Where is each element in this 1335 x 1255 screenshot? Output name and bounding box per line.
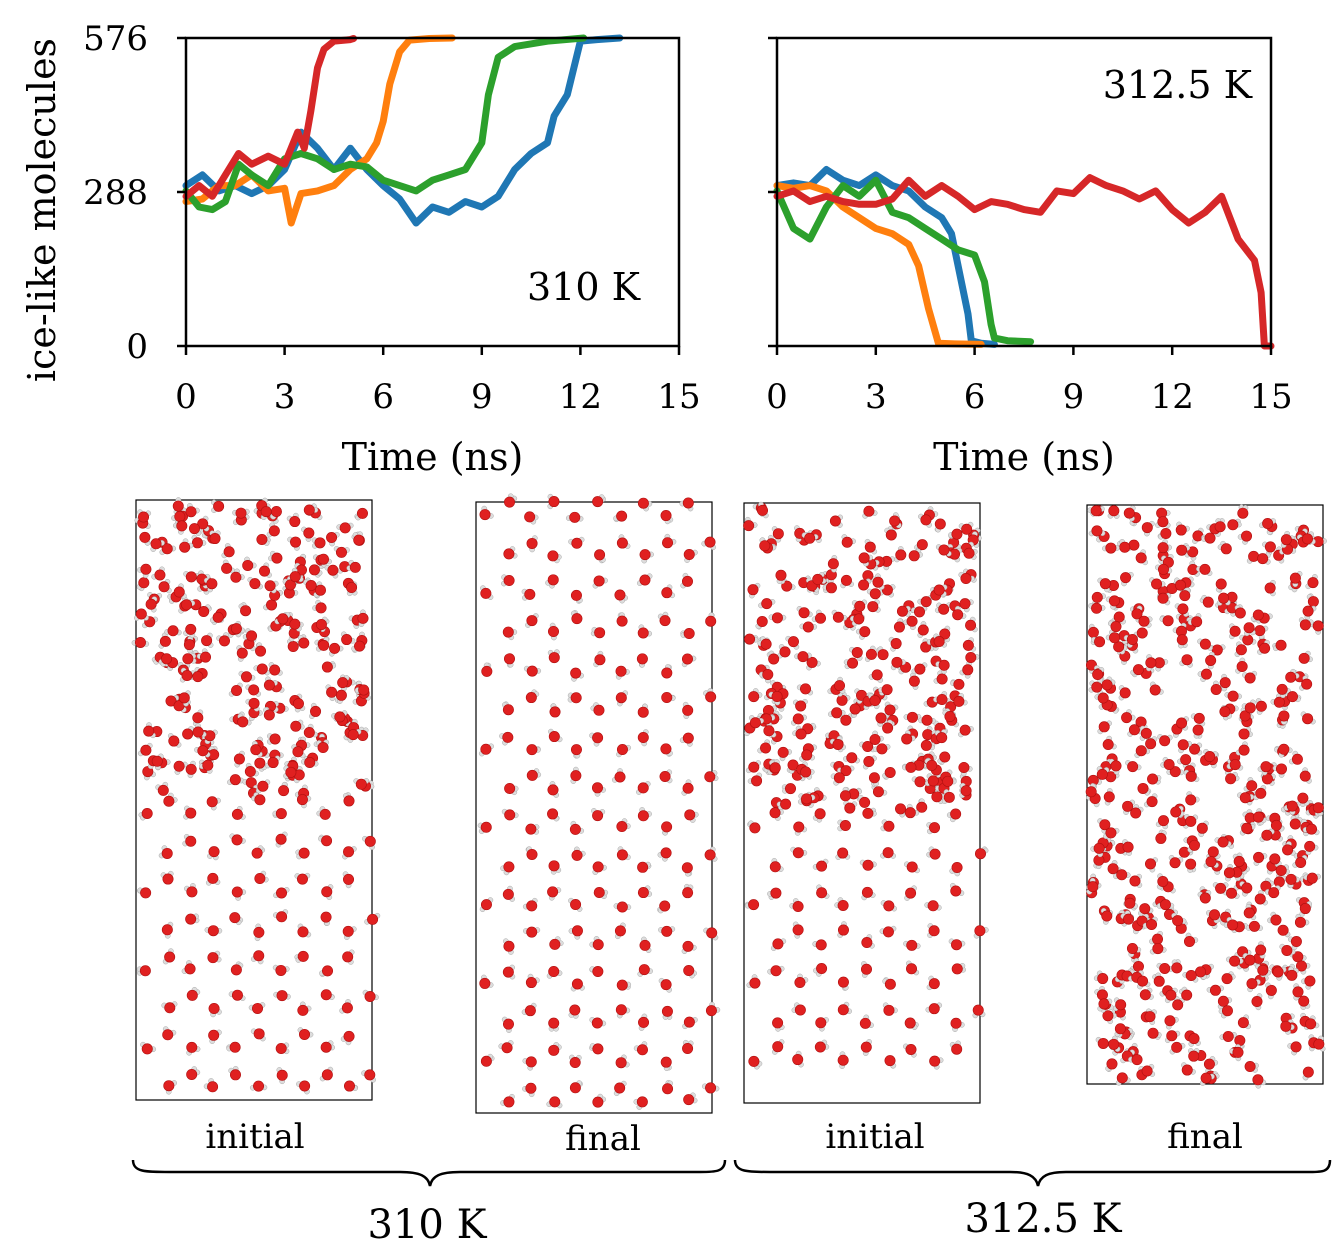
series-line-2	[773, 182, 985, 348]
molecules-initial-312-5K	[743, 501, 989, 1070]
y-axis-title: ice-like molecules	[20, 38, 64, 382]
brace-310K	[131, 1159, 727, 1187]
x-tick-label: 9	[471, 377, 493, 417]
molecules-final-312-5K	[1085, 504, 1327, 1089]
group-label-312-5K: 312.5 K	[964, 1196, 1122, 1242]
label-final-310K: final	[565, 1119, 641, 1159]
x-tick-label: 12	[1151, 377, 1194, 417]
molecules-initial-310K	[131, 497, 381, 1095]
group-label-310K: 310 K	[368, 1202, 488, 1248]
temperature-annotation: 312.5 K	[1103, 63, 1253, 107]
x-axis-title: Time (ns)	[933, 435, 1115, 479]
series-line-3	[773, 176, 1035, 346]
y-tick-label: 288	[83, 173, 148, 213]
plot-panel-312-5K: 0 3 6 9 12 15 Time (ns) 312.5 K	[766, 36, 1293, 479]
series-line-4	[182, 35, 358, 200]
x-axis-title: Time (ns)	[342, 435, 524, 479]
x-tick-label: 6	[372, 377, 394, 417]
y-tick-label: 0	[126, 327, 148, 367]
x-tick-label: 15	[1249, 377, 1292, 417]
brace-312-5K	[733, 1159, 1332, 1187]
series-line-3	[182, 34, 588, 214]
x-tick-label: 9	[1063, 377, 1085, 417]
x-tick-label: 6	[964, 377, 986, 417]
series-line-2	[182, 34, 456, 227]
x-tick-label: 12	[559, 377, 602, 417]
label-final-312-5K: final	[1167, 1117, 1243, 1157]
x-tick-label: 15	[657, 377, 700, 417]
label-initial-310K: initial	[205, 1117, 304, 1157]
x-tick-label: 0	[175, 377, 197, 417]
series-line-1	[182, 34, 624, 227]
series-line-4	[773, 174, 1275, 350]
x-tick-label: 3	[274, 377, 296, 417]
x-tick-label: 0	[766, 377, 788, 417]
series-line-1	[773, 166, 998, 348]
y-tick-label: 576	[83, 19, 148, 59]
snapshot-final-312-5K	[1086, 504, 1324, 1085]
temperature-annotation: 310 K	[527, 265, 641, 309]
molecules-final-310K	[477, 493, 721, 1110]
x-tick-label: 3	[865, 377, 887, 417]
label-initial-312-5K: initial	[825, 1117, 924, 1157]
